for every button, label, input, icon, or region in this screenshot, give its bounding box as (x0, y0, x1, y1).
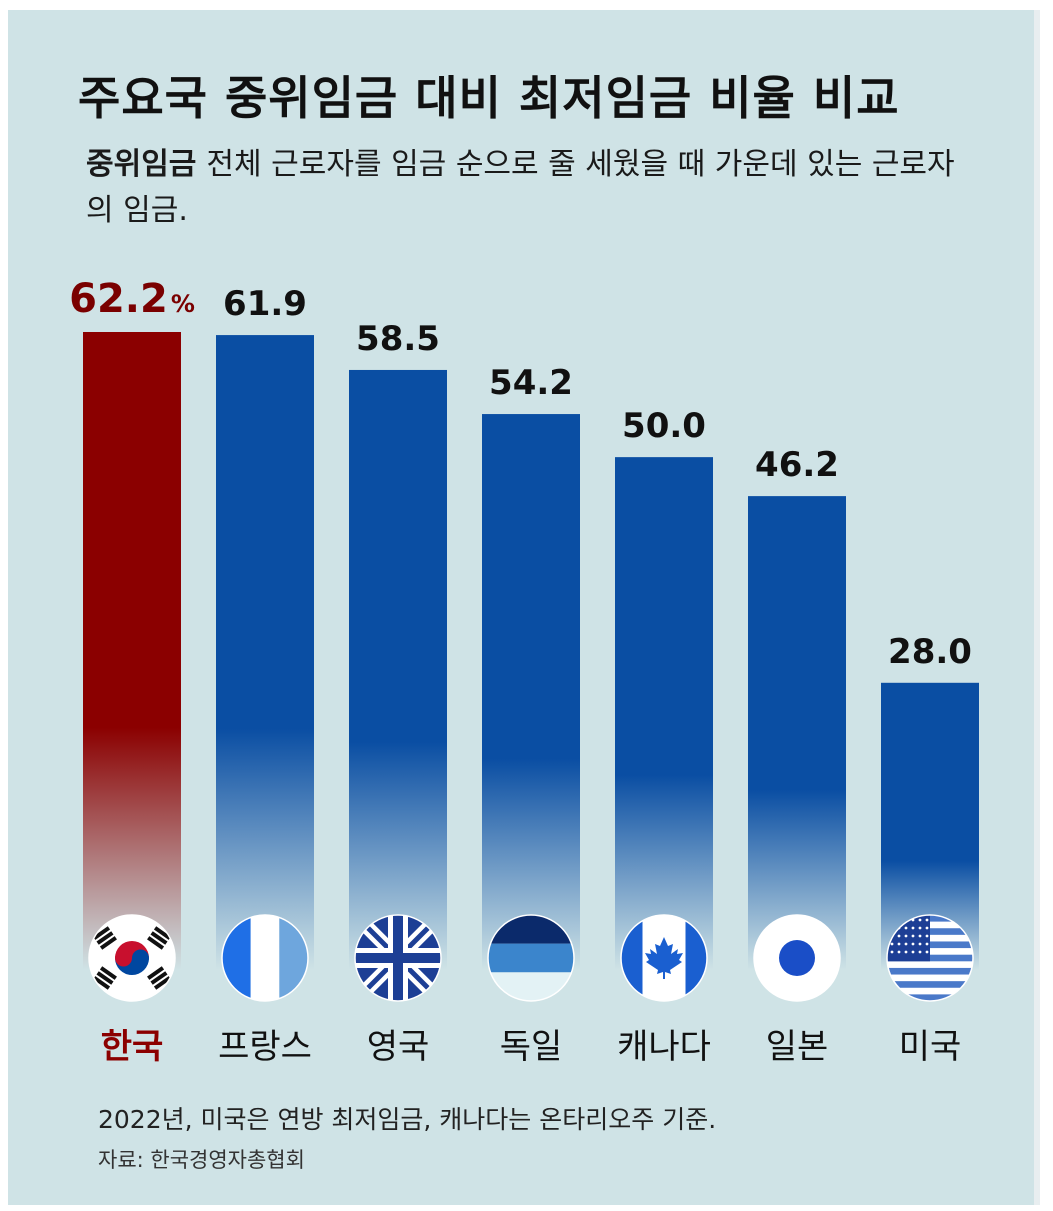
category-label-1: 한국 (101, 1027, 164, 1067)
value-label-7: 28.0 (888, 632, 972, 672)
bar-1 (83, 332, 181, 970)
japan-flag-icon (754, 915, 840, 1001)
bar-3 (349, 369, 447, 970)
category-label-7: 미국 (899, 1027, 962, 1067)
category-label-4: 독일 (500, 1027, 563, 1067)
category-label-2: 프랑스 (218, 1027, 312, 1067)
bar-4 (482, 414, 580, 971)
footnote: 2022년, 미국은 연방 최저임금, 캐나다는 온타리오주 기준. (98, 1105, 717, 1134)
source-credit: 자료: 한국경영자총협회 (98, 1148, 305, 1172)
bar-chart: 62.2 % 한국 61.9 프랑스 58.5 영국 54.2 독일 50.0 캐나다 46.2 일본 2… (69, 276, 979, 1067)
bar-6 (748, 496, 846, 970)
value-label-2: 61.9 (223, 284, 307, 324)
value-label-5: 50.0 (622, 406, 706, 446)
definition-text: 전체 근로자를 임금 순으로 줄 세웠을 때 가운데 있는 근로자의 임금. (86, 147, 955, 228)
chart-canvas: 62.2% 한국 61.9 프랑스 58.5 영국 54.2 독일 50.0 캐나다 46.2 일본 2… (8, 10, 1040, 1205)
value-label-1: 62.2% (69, 276, 195, 322)
category-label-3: 영국 (367, 1027, 430, 1067)
value-label-6: 46.2 (755, 445, 839, 485)
definition: 중위임금 전체 근로자를 임금 순으로 줄 세웠을 때 가운데 있는 근로자의 임… (86, 142, 966, 234)
uk-flag-icon (355, 915, 441, 1001)
category-label-5: 캐나다 (617, 1027, 711, 1067)
bar-5 (615, 457, 713, 970)
south-korea-flag-icon (89, 915, 175, 1001)
value-label-3: 58.5 (356, 319, 440, 359)
category-label-6: 일본 (766, 1027, 829, 1067)
value-label-4: 54.2 (489, 363, 573, 403)
definition-term: 중위임금 (86, 147, 197, 182)
bar-2 (216, 335, 314, 971)
chart-title: 주요국 중위임금 대비 최저임금 비율 비교 (78, 71, 900, 125)
